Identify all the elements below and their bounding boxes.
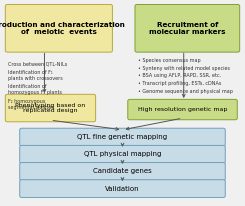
FancyBboxPatch shape	[128, 99, 237, 120]
Text: QTL physical mapping: QTL physical mapping	[84, 151, 161, 157]
Text: Production and characterization
of  meiotic  events: Production and characterization of meiot…	[0, 22, 125, 35]
Text: Identification of
homozygous F₂ plants: Identification of homozygous F₂ plants	[8, 84, 62, 95]
Text: Recruitment of
molecular markers: Recruitment of molecular markers	[149, 22, 226, 35]
Text: • Transcript profiling, ESTs, cDNAs: • Transcript profiling, ESTs, cDNAs	[138, 81, 221, 86]
Text: QTL fine genetic mapping: QTL fine genetic mapping	[77, 134, 168, 140]
Text: • Genome sequence and physical map: • Genome sequence and physical map	[138, 89, 233, 94]
Text: Cross between QTL-NILs: Cross between QTL-NILs	[8, 61, 68, 66]
Text: • BSA using AFLP, RAPD, SSR, etc.: • BSA using AFLP, RAPD, SSR, etc.	[138, 74, 221, 78]
Text: • Synteny with related model species: • Synteny with related model species	[138, 66, 230, 71]
FancyBboxPatch shape	[20, 180, 225, 198]
Text: Candidate genes: Candidate genes	[93, 169, 152, 174]
Text: • Species consensus map: • Species consensus map	[138, 58, 201, 63]
Text: F₂ homozygous
segmental isolines: F₂ homozygous segmental isolines	[8, 99, 54, 110]
FancyBboxPatch shape	[135, 5, 240, 52]
Text: Validation: Validation	[105, 186, 140, 192]
FancyBboxPatch shape	[20, 145, 225, 163]
Text: Phenotyping based on
replicated design: Phenotyping based on replicated design	[15, 103, 86, 114]
FancyBboxPatch shape	[20, 128, 225, 146]
Text: Identification of F₁
plants with crossovers: Identification of F₁ plants with crossov…	[8, 70, 63, 81]
FancyBboxPatch shape	[5, 94, 96, 122]
Text: High resolution genetic map: High resolution genetic map	[138, 107, 227, 112]
FancyBboxPatch shape	[20, 163, 225, 180]
FancyBboxPatch shape	[5, 5, 112, 52]
